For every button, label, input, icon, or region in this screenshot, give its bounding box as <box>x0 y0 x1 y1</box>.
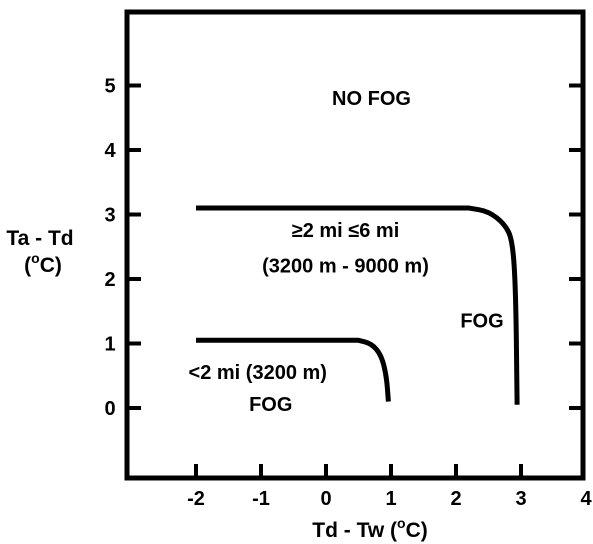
x-tick-label: 4 <box>580 488 592 510</box>
x-tick-label: 0 <box>320 488 331 510</box>
y-tick-label: 5 <box>104 76 115 98</box>
x-tick-label: -2 <box>187 488 205 510</box>
x-axis-title-degree: o <box>397 515 406 531</box>
x-axis-ticks: -2 -1 0 1 2 3 4 <box>187 464 592 510</box>
x-axis-title: Td - Tw (oC) <box>312 515 427 542</box>
region-label: NO FOG <box>332 88 411 110</box>
x-tick-label: 1 <box>385 488 396 510</box>
region-label: (3200 m - 9000 m) <box>262 256 429 278</box>
y-tick-label: 3 <box>104 205 115 227</box>
plot-frame <box>124 9 586 481</box>
x-axis-title-unit: C) <box>406 519 428 542</box>
y-axis-title-line1: Ta - Td <box>6 227 73 250</box>
region-label: ≥2 mi ≤6 mi <box>292 220 400 242</box>
fog-boundary-curve-2mi <box>196 337 391 402</box>
region-label: FOG <box>249 394 292 416</box>
region-label: FOG <box>460 310 503 332</box>
region-label: <2 mi (3200 m) <box>189 362 327 384</box>
x-tick-label: 3 <box>515 488 526 510</box>
region-labels: NO FOG ≥2 mi ≤6 mi (3200 m - 9000 m) FOG <2 … <box>189 88 504 416</box>
y-axis-title-open: ( <box>24 254 31 277</box>
x-tick-label: 2 <box>450 488 461 510</box>
y-tick-label: 4 <box>104 140 116 162</box>
y-axis-title-line2: (oC) <box>24 250 62 277</box>
y-tick-label: 2 <box>104 269 115 291</box>
fog-boundary-curve-6mi <box>196 205 520 405</box>
boundary-curves <box>196 205 520 405</box>
y-axis-ticks: 0 1 2 3 4 5 <box>104 76 583 420</box>
x-tick-label: -1 <box>252 488 270 510</box>
y-axis-title-unit: C) <box>40 254 62 277</box>
x-axis-title-main: Td - Tw ( <box>312 519 397 542</box>
y-tick-label: 0 <box>104 398 115 420</box>
y-axis-title-degree: o <box>31 250 40 266</box>
y-tick-label: 1 <box>104 334 115 356</box>
